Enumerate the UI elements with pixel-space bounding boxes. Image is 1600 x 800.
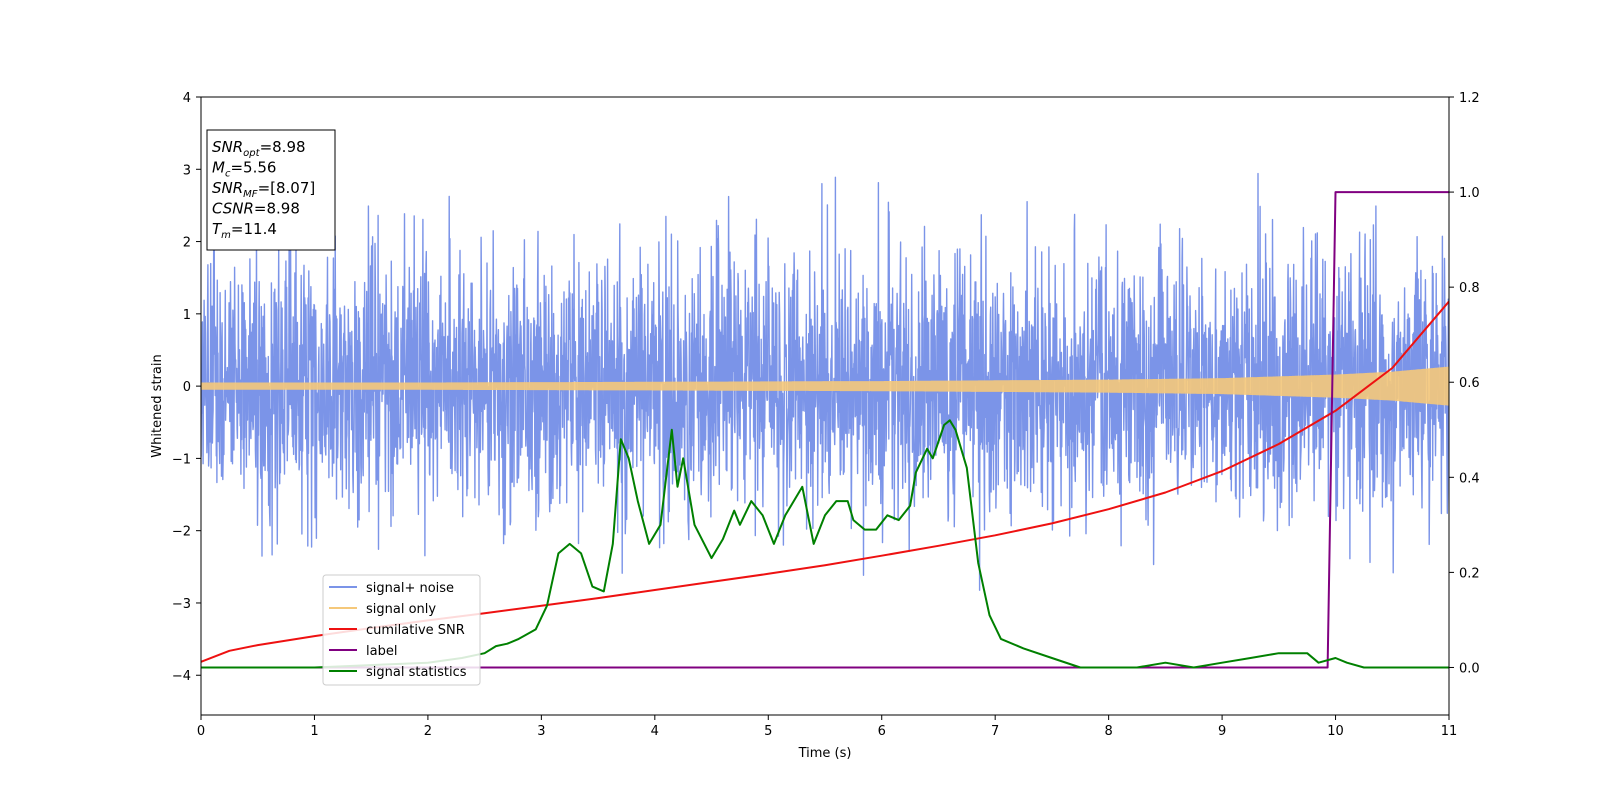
legend-item-signal-statistics: signal statistics — [329, 665, 467, 680]
x-tick-label: 7 — [991, 724, 999, 739]
y-left-tick-label: 3 — [183, 163, 191, 178]
legend-frame — [322, 574, 481, 686]
y-left-tick-label: 2 — [183, 236, 191, 251]
y-left-tick-label: 1 — [183, 308, 191, 323]
x-tick-label: 4 — [651, 724, 659, 739]
annotation-line: CSNR=8.98 — [212, 200, 300, 218]
y-left-tick-label: −4 — [172, 669, 191, 684]
x-tick-label: 0 — [197, 724, 205, 739]
x-tick-label: 6 — [878, 724, 886, 739]
y-left-tick-label: 0 — [183, 380, 191, 395]
x-tick-label: 5 — [764, 724, 772, 739]
annotation-line: Mc=5.56 — [212, 159, 276, 180]
legend-item-cumulative-snr: cumilative SNR — [329, 623, 465, 638]
legend-label: signal statistics — [366, 665, 467, 680]
x-tick-label: 8 — [1104, 724, 1112, 739]
y-right-tick-label: 1.2 — [1459, 91, 1480, 106]
series-signal-only — [201, 366, 1449, 406]
y-left-tick-label: −1 — [172, 452, 191, 467]
legend-label: label — [366, 644, 397, 659]
series-signal-statistics — [201, 419, 1449, 669]
legend-label: signal+ noise — [366, 581, 454, 596]
legend-item-label: label — [329, 644, 397, 659]
x-tick-label: 3 — [537, 724, 545, 739]
y-right-tick-label: 0.8 — [1459, 281, 1480, 296]
legend-label: signal only — [366, 602, 436, 617]
x-tick-label: 1 — [310, 724, 318, 739]
y-right-tick-label: 0.0 — [1459, 661, 1480, 676]
y-left-tick-label: −3 — [172, 597, 191, 612]
x-tick-label: 2 — [424, 724, 432, 739]
y-right-tick-label: 1.0 — [1459, 186, 1480, 201]
plot-frame — [200, 96, 1450, 716]
x-tick-label: 10 — [1327, 724, 1344, 739]
annotation-line: Tm=11.4 — [212, 220, 277, 241]
annotation-line: SNRMF=[8.07] — [212, 179, 315, 200]
x-tick-label: 11 — [1441, 724, 1458, 739]
y-right-tick-label: 0.4 — [1459, 471, 1480, 486]
axes: 0 1 2 3 4 5 6 7 8 9 10 11 −4 −3 −2 −1 0 1 2 3 4 0.0 0.2 0.4 0.6 0… — [172, 91, 1480, 739]
series-signal-noise — [201, 172, 1449, 591]
y-left-tick-label: 4 — [183, 91, 191, 106]
legend-item-signal-noise: signal+ noise — [329, 581, 454, 596]
annotation-frame — [206, 129, 336, 251]
y-right-tick-label: 0.2 — [1459, 566, 1480, 581]
y-axis-label: Whitened strain — [150, 354, 165, 457]
series-label — [201, 191, 1449, 669]
y-left-tick-label: −2 — [172, 525, 191, 540]
legend-item-signal-only: signal only — [329, 602, 436, 617]
annotation-line: SNRopt=8.98 — [212, 138, 306, 159]
x-tick-label: 9 — [1218, 724, 1226, 739]
legend-label: cumilative SNR — [366, 623, 465, 638]
x-axis-label: Time (s) — [798, 746, 852, 761]
y-right-tick-label: 0.6 — [1459, 376, 1480, 391]
legend: signal+ noise signal only cumilative SNR la… — [322, 574, 481, 686]
